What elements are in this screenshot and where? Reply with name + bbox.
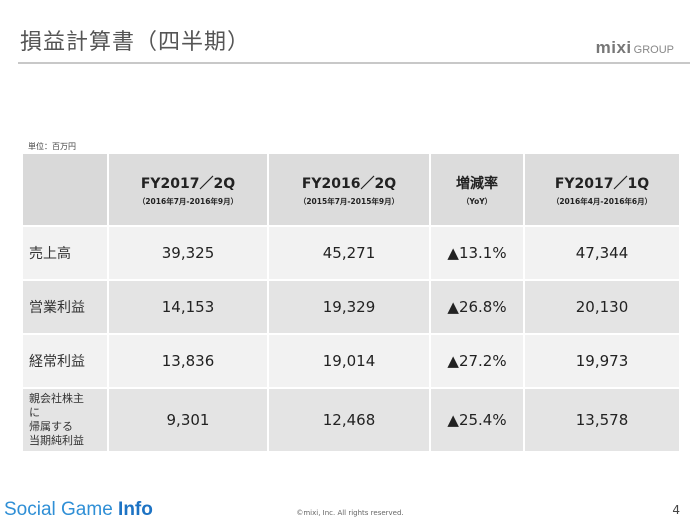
table-cell: 47,344 (525, 227, 679, 279)
column-header-fy2016-2q: FY2016／2Q （2015年7月-2015年9月） (269, 154, 429, 225)
column-header-period: （2016年7月-2016年9月） (137, 196, 239, 206)
page-title: 損益計算書（四半期） (20, 30, 251, 55)
page-number: 4 (672, 503, 680, 517)
table-cell: ▲13.1% (431, 227, 523, 279)
social-game-info-logo: Social Game Info (4, 499, 153, 521)
table-cell: 45,271 (269, 227, 429, 279)
table-row-operating-income: 営業利益 14,153 19,329 ▲26.8% 20,130 (23, 281, 679, 333)
table-cell: 14,153 (109, 281, 267, 333)
row-label: 親会社株主 に 帰属する 当期純利益 (23, 389, 107, 451)
row-label: 売上高 (23, 227, 107, 279)
unit-note: 単位：百万円 (28, 142, 76, 151)
table-cell: 12,468 (269, 389, 429, 451)
row-label-line: 帰属する (29, 420, 73, 433)
table-header-row: FY2017／2Q （2016年7月-2016年9月） FY2016／2Q （2… (23, 154, 679, 225)
column-header-title: FY2017／2Q (140, 175, 236, 192)
column-header-title: FY2016／2Q (301, 175, 397, 192)
column-header-title: FY2017／1Q (554, 175, 650, 192)
column-header-period: （2016年4月-2016年6月） (551, 196, 653, 206)
brand-text: Social Game (4, 499, 119, 520)
row-label-line: に (29, 406, 40, 419)
table-cell: ▲25.4% (431, 389, 523, 451)
table-cell: 9,301 (109, 389, 267, 451)
table-cell: 13,578 (525, 389, 679, 451)
table-cell: 19,014 (269, 335, 429, 387)
table-cell: 13,836 (109, 335, 267, 387)
table-cell: ▲26.8% (431, 281, 523, 333)
header-blank-cell (23, 154, 107, 225)
table-cell: 19,329 (269, 281, 429, 333)
table-cell: 20,130 (525, 281, 679, 333)
table-cell: 39,325 (109, 227, 267, 279)
column-header-period: （YoY） (461, 196, 493, 206)
table-row-net-income: 親会社株主 に 帰属する 当期純利益 9,301 12,468 ▲25.4% 1… (23, 389, 679, 451)
table-row-revenue: 売上高 39,325 45,271 ▲13.1% 47,344 (23, 227, 679, 279)
table-cell: 19,973 (525, 335, 679, 387)
column-header-fy2017-2q: FY2017／2Q （2016年7月-2016年9月） (109, 154, 267, 225)
row-label: 営業利益 (23, 281, 107, 333)
title-divider (18, 62, 690, 64)
table-row-ordinary-income: 経常利益 13,836 19,014 ▲27.2% 19,973 (23, 335, 679, 387)
mixi-group-logo: mixi GROUP (596, 38, 674, 58)
row-label: 経常利益 (23, 335, 107, 387)
row-label-line: 親会社株主 (29, 392, 84, 405)
column-header-fy2017-1q: FY2017／1Q （2016年4月-2016年6月） (525, 154, 679, 225)
row-label-line: 当期純利益 (29, 434, 84, 447)
logo-mixi-text: mixi (595, 38, 632, 57)
brand-text-bold: Info (118, 499, 153, 520)
table-cell: ▲27.2% (431, 335, 523, 387)
column-header-title: 増減率 (456, 175, 498, 192)
column-header-yoy: 増減率 （YoY） (431, 154, 523, 225)
income-statement-table: FY2017／2Q （2016年7月-2016年9月） FY2016／2Q （2… (21, 152, 681, 453)
logo-group-text: GROUP (633, 44, 674, 56)
copyright-notice: ©mixi, Inc. All rights reserved. (296, 509, 404, 517)
column-header-period: （2015年7月-2015年9月） (298, 196, 400, 206)
